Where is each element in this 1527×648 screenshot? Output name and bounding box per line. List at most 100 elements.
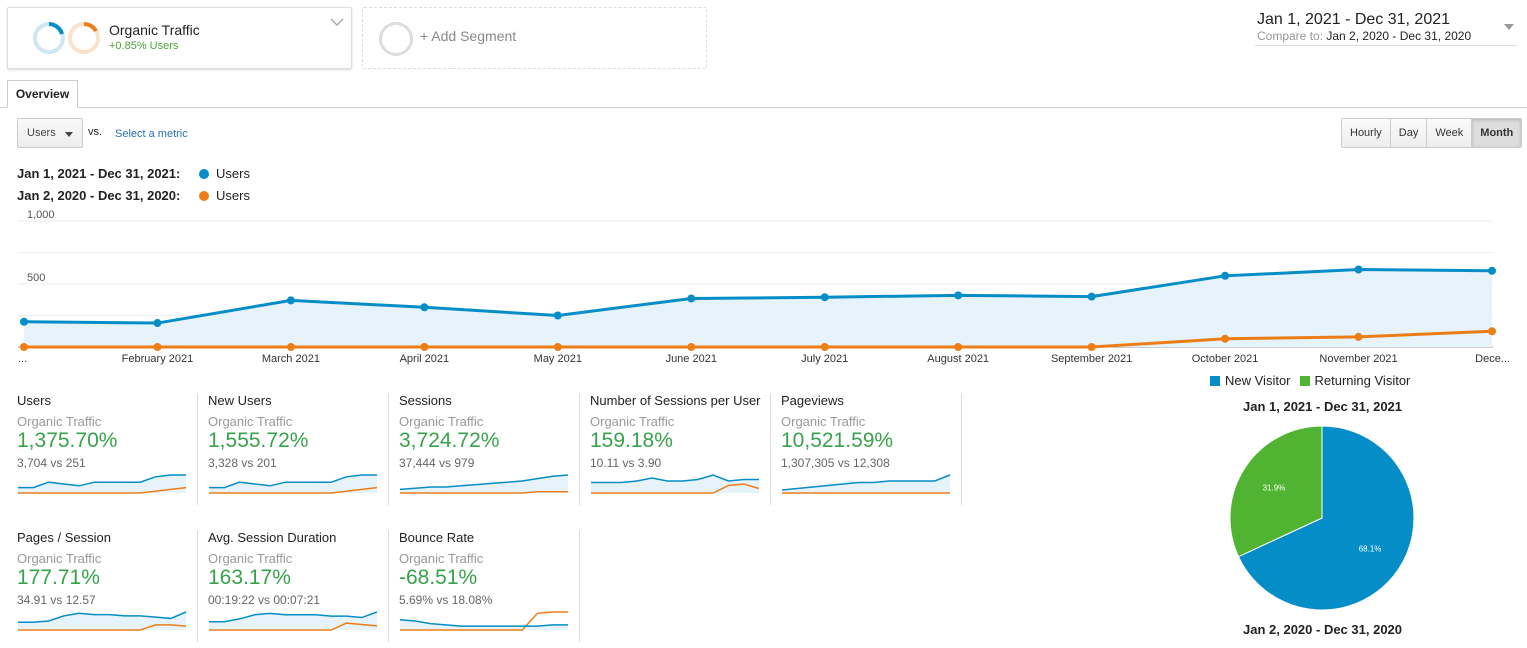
scorecard-sparkline <box>209 474 378 494</box>
series-1-point[interactable] <box>286 343 295 351</box>
series-0-point[interactable] <box>1221 271 1230 280</box>
scorecard-bounce-rate[interactable]: Bounce Rate Organic Traffic -68.51% 5.69% v… <box>399 530 581 640</box>
series-1-point[interactable] <box>1488 327 1496 336</box>
scorecard-number-of-sessions-per-user[interactable]: Number of Sessions per User Organic Traff… <box>590 393 772 503</box>
legend-current: Jan 1, 2021 - Dec 31, 2021: Users <box>17 166 250 181</box>
series-1-point[interactable] <box>687 343 696 351</box>
scorecard-new-users[interactable]: New Users Organic Traffic 1,555.72% 3,328 v… <box>208 393 390 503</box>
pie-slice-returning-visitor[interactable] <box>1229 425 1323 558</box>
sparkline-previous <box>591 483 760 494</box>
month-button[interactable]: Month <box>1472 119 1522 147</box>
time-granularity-group: Hourly Day Week Month <box>1341 118 1523 148</box>
series-1-point[interactable] <box>1354 332 1363 341</box>
scorecard-segment: Organic Traffic <box>590 414 675 429</box>
scorecard-avg-session-duration[interactable]: Avg. Session Duration Organic Traffic 163.… <box>208 530 390 640</box>
scorecard-divider <box>579 393 580 505</box>
sparkline-area <box>209 475 377 493</box>
pie-slice-label: 68.1% <box>1359 545 1382 554</box>
scorecard-sessions[interactable]: Sessions Organic Traffic 3,724.72% 37,444 v… <box>399 393 581 503</box>
series-1-point[interactable] <box>153 343 162 351</box>
scorecard-pageviews[interactable]: Pageviews Organic Traffic 10,521.59% 1,307,… <box>781 393 963 503</box>
series-0-point[interactable] <box>1488 266 1496 275</box>
scorecard-divider <box>770 393 771 505</box>
legend-blue-dot-icon <box>199 168 209 179</box>
new-visitor-swatch-icon <box>1210 375 1220 386</box>
series-0-point[interactable] <box>1087 292 1096 301</box>
series-1-point[interactable] <box>820 343 829 351</box>
series-1-point[interactable] <box>20 343 28 351</box>
x-tick-label: October 2021 <box>1192 353 1259 365</box>
add-segment-button[interactable]: + Add Segment <box>362 7 707 69</box>
series-0-point[interactable] <box>954 291 963 300</box>
x-tick-label: Dece... <box>1475 353 1510 365</box>
metric-dropdown[interactable]: Users <box>17 118 83 148</box>
day-button[interactable]: Day <box>1390 119 1428 147</box>
x-tick-label: February 2021 <box>122 353 194 365</box>
x-tick-label: April 2021 <box>400 353 450 365</box>
scorecard-sparkline <box>399 474 569 494</box>
pie-title-current: Jan 1, 2021 - Dec 31, 2021 <box>1243 399 1403 414</box>
series-0-point[interactable] <box>286 296 295 305</box>
scorecard-percent-change: 163.17% <box>208 566 291 589</box>
series-0-point[interactable] <box>20 317 28 326</box>
sparkline-current <box>18 474 186 489</box>
scorecard-comparison: 10.11 vs 3.90 <box>590 456 662 470</box>
pie-legend-new-visitor: New Visitor <box>1225 373 1291 388</box>
x-tick-label: June 2021 <box>666 353 717 365</box>
scorecard-segment: Organic Traffic <box>208 414 293 429</box>
x-tick-label: September 2021 <box>1051 353 1132 365</box>
series-1-point[interactable] <box>553 343 562 351</box>
scorecard-comparison: 3,328 vs 201 <box>208 456 277 470</box>
scorecard-title: Users <box>17 393 51 408</box>
legend-previous-metric: Users <box>216 188 250 203</box>
scorecard-sparkline <box>781 474 951 494</box>
scorecard-title: Pages / Session <box>17 530 111 545</box>
series-0-point[interactable] <box>820 293 829 302</box>
series-0-point[interactable] <box>420 303 429 312</box>
scorecard-comparison: 34.91 vs 12.57 <box>17 593 96 607</box>
tab-overview[interactable]: Overview <box>7 80 78 108</box>
scorecard-segment: Organic Traffic <box>781 414 866 429</box>
scorecard-comparison: 37,444 vs 979 <box>399 456 475 470</box>
sparkline-current <box>18 611 187 624</box>
series-1-point[interactable] <box>1221 334 1230 343</box>
scorecard-pages-session[interactable]: Pages / Session Organic Traffic 177.71% 34.… <box>17 530 199 640</box>
sparkline-current <box>399 474 569 491</box>
scorecard-percent-change: 1,555.72% <box>208 429 309 452</box>
segment-card-organic-traffic[interactable]: Organic Traffic +0.85% Users <box>7 7 352 69</box>
series-1-point[interactable] <box>1087 343 1096 351</box>
segment-subtitle: +0.85% Users <box>109 40 179 52</box>
pie-title-previous: Jan 2, 2020 - Dec 31, 2020 <box>1243 622 1403 637</box>
y-tick-label: 1,000 <box>27 209 55 221</box>
series-0-point[interactable] <box>1354 265 1363 274</box>
scorecard-divider <box>197 530 198 642</box>
series-1-point[interactable] <box>954 343 963 351</box>
scorecard-users[interactable]: Users Organic Traffic 1,375.70% 3,704 vs 25… <box>17 393 199 503</box>
series-0-line <box>23 268 1493 325</box>
date-range-picker[interactable]: Jan 1, 2021 - Dec 31, 2021 Compare to: J… <box>1255 8 1517 46</box>
date-range-caret-icon[interactable] <box>1504 24 1514 30</box>
x-tick-label: July 2021 <box>801 353 848 365</box>
visitor-type-pie-chart[interactable]: 68.1% 31.9% <box>1222 418 1422 618</box>
sparkline-previous <box>18 624 187 631</box>
pie-slice-new-visitor[interactable] <box>1237 425 1415 611</box>
week-button[interactable]: Week <box>1427 119 1473 147</box>
scorecard-title: New Users <box>208 393 272 408</box>
scorecard-segment: Organic Traffic <box>399 414 484 429</box>
scorecard-segment: Organic Traffic <box>399 551 484 566</box>
chevron-down-icon[interactable] <box>329 16 345 28</box>
x-tick-label: March 2021 <box>262 353 320 365</box>
scorecard-title: Bounce Rate <box>399 530 475 545</box>
sparkline-current <box>591 474 759 484</box>
users-line-chart[interactable]: 1,000 500... February 2021 March 2021 April … <box>0 205 1527 375</box>
scorecard-divider <box>579 530 580 642</box>
series-0-point[interactable] <box>553 311 562 320</box>
select-metric-link[interactable]: Select a metric <box>115 128 188 140</box>
metric-dropdown-value: Users <box>27 127 56 139</box>
series-0-point[interactable] <box>687 294 696 303</box>
segment-rings-icon <box>33 22 100 54</box>
hourly-button[interactable]: Hourly <box>1342 119 1391 147</box>
series-1-point[interactable] <box>420 343 429 351</box>
x-tick-label: ... <box>18 353 27 365</box>
series-0-point[interactable] <box>153 319 162 328</box>
